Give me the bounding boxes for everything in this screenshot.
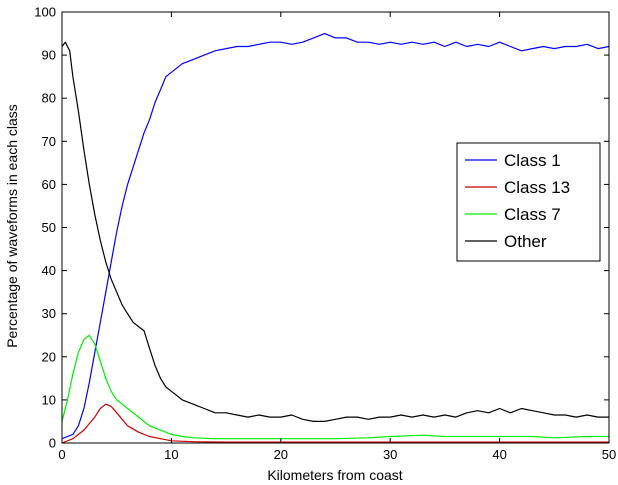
x-tick-label: 10 [164, 447, 178, 462]
y-tick-label: 100 [34, 5, 56, 20]
y-tick-label: 20 [42, 349, 56, 364]
legend-label-other: Other [504, 232, 547, 251]
legend-label-class-1: Class 1 [504, 151, 561, 170]
y-tick-label: 90 [42, 48, 56, 63]
y-tick-label: 0 [49, 436, 56, 451]
x-tick-label: 40 [492, 447, 506, 462]
y-tick-label: 50 [42, 220, 56, 235]
x-tick-label: 20 [274, 447, 288, 462]
legend-label-class-7: Class 7 [504, 205, 561, 224]
x-axis-label: Kilometers from coast [267, 467, 402, 483]
y-tick-label: 70 [42, 134, 56, 149]
y-axis-label: Percentage of waveforms in each class [4, 104, 20, 348]
series-line-class-7 [61, 334, 609, 440]
legend-label-class-13: Class 13 [504, 178, 570, 197]
series-line-class-1 [61, 32, 610, 440]
x-tick-label: 30 [383, 447, 397, 462]
y-tick-label: 30 [42, 306, 56, 321]
x-tick-label: 50 [602, 447, 616, 462]
series-line-other [61, 41, 609, 422]
series-line-class-13 [61, 403, 609, 444]
y-tick-label: 40 [42, 263, 56, 278]
y-tick-label: 10 [42, 392, 56, 407]
x-tick-label: 0 [58, 447, 65, 462]
y-tick-label: 80 [42, 91, 56, 106]
y-tick-label: 60 [42, 177, 56, 192]
